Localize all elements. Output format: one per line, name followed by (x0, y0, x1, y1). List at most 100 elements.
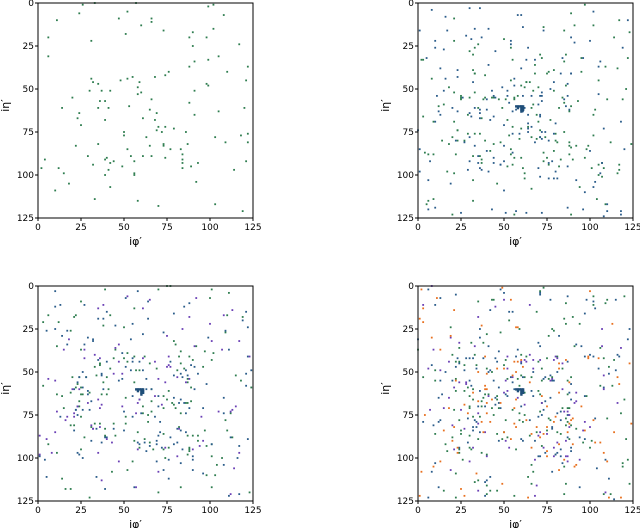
scatter-point (186, 377, 189, 380)
scatter-point (497, 350, 500, 353)
scatter-point (85, 376, 88, 379)
scatter-point (104, 436, 106, 439)
scatter-point (508, 319, 511, 322)
scatter-point (530, 376, 533, 379)
scatter-point (590, 439, 593, 442)
scatter-point (420, 288, 423, 291)
scatter-point (597, 174, 600, 176)
scatter-point (159, 420, 162, 423)
scatter-point (420, 58, 423, 61)
scatter-point (451, 353, 454, 356)
scatter-point (453, 448, 456, 451)
scatter-point (489, 309, 492, 311)
scatter-point (482, 98, 485, 101)
scatter-point (539, 113, 542, 116)
axes-frame (37, 285, 254, 502)
scatter-point (157, 205, 160, 207)
scatter-point (491, 298, 493, 301)
scatter-point (539, 359, 542, 361)
scatter-point (54, 379, 57, 382)
scatter-point (126, 148, 129, 151)
scatter-point (197, 162, 199, 164)
y-tick-label: 125 (17, 497, 34, 507)
scatter-point (157, 470, 160, 473)
scatter-point (556, 371, 559, 373)
scatter-point (537, 103, 540, 106)
scatter-point (468, 160, 471, 163)
cluster-marker (515, 388, 525, 396)
scatter-point (142, 155, 144, 157)
scatter-point (620, 213, 622, 216)
scatter-point (74, 408, 77, 411)
scatter-point (427, 208, 430, 211)
scatter-point (214, 203, 217, 206)
scatter-point (625, 88, 628, 90)
y-tick-label: 0 (28, 0, 34, 9)
scatter-point (621, 98, 624, 101)
scatter-point (90, 426, 93, 428)
scatter-point (554, 139, 557, 142)
scatter-point (202, 407, 205, 410)
y-axis-label: iη′ (0, 99, 12, 112)
scatter-point (104, 427, 106, 430)
scatter-point (551, 379, 554, 382)
scatter-point (583, 355, 586, 358)
scatter-point (164, 74, 167, 77)
scatter-point (547, 70, 550, 73)
scatter-point (599, 60, 602, 63)
scatter-point (191, 455, 194, 458)
scatter-point (535, 431, 538, 434)
scatter-point (487, 395, 490, 397)
scatter-point (78, 376, 81, 379)
scatter-point (454, 139, 457, 142)
scatter-point (102, 388, 105, 391)
scatter-point (178, 427, 180, 430)
scatter-point (117, 460, 120, 463)
scatter-point (54, 328, 57, 330)
scatter-point (511, 376, 514, 379)
scatter-point (532, 89, 535, 92)
scatter-point (602, 388, 605, 391)
x-tick-label: 125 (624, 223, 640, 233)
scatter-point (556, 431, 559, 434)
scatter-point (571, 443, 574, 446)
scatter-point (454, 379, 457, 382)
scatter-point (501, 482, 504, 485)
scatter-point (148, 108, 151, 111)
scatter-point (546, 72, 548, 75)
scatter-point (473, 345, 476, 348)
scatter-point (599, 441, 602, 444)
scatter-point (162, 469, 165, 471)
scatter-point (43, 458, 46, 461)
scatter-point (573, 402, 576, 404)
scatter-point (558, 367, 560, 370)
scatter-point (549, 379, 552, 382)
scatter-point (623, 398, 626, 401)
scatter-point (466, 113, 469, 116)
scatter-point (123, 131, 125, 133)
scatter-point (540, 379, 543, 382)
scatter-point (601, 162, 603, 164)
scatter-point (623, 148, 626, 151)
scatter-point (566, 420, 569, 423)
scatter-point (528, 419, 531, 422)
scatter-point (484, 431, 486, 434)
y-tick-label: 75 (403, 128, 414, 138)
scatter-point (516, 94, 519, 97)
scatter-point (222, 14, 225, 16)
scatter-point (109, 367, 112, 370)
scatter-point (552, 177, 555, 180)
scatter-point (547, 177, 550, 180)
scatter-point (468, 50, 471, 53)
scatter-point (608, 477, 610, 480)
scatter-point (618, 19, 621, 22)
scatter-point (157, 395, 160, 397)
scatter-point (160, 131, 163, 133)
scatter-point (430, 77, 433, 80)
y-tick-label: 0 (408, 0, 414, 9)
scatter-point (188, 355, 191, 358)
x-tick-label: 25 (75, 223, 86, 233)
x-tick-label: 25 (455, 506, 466, 516)
